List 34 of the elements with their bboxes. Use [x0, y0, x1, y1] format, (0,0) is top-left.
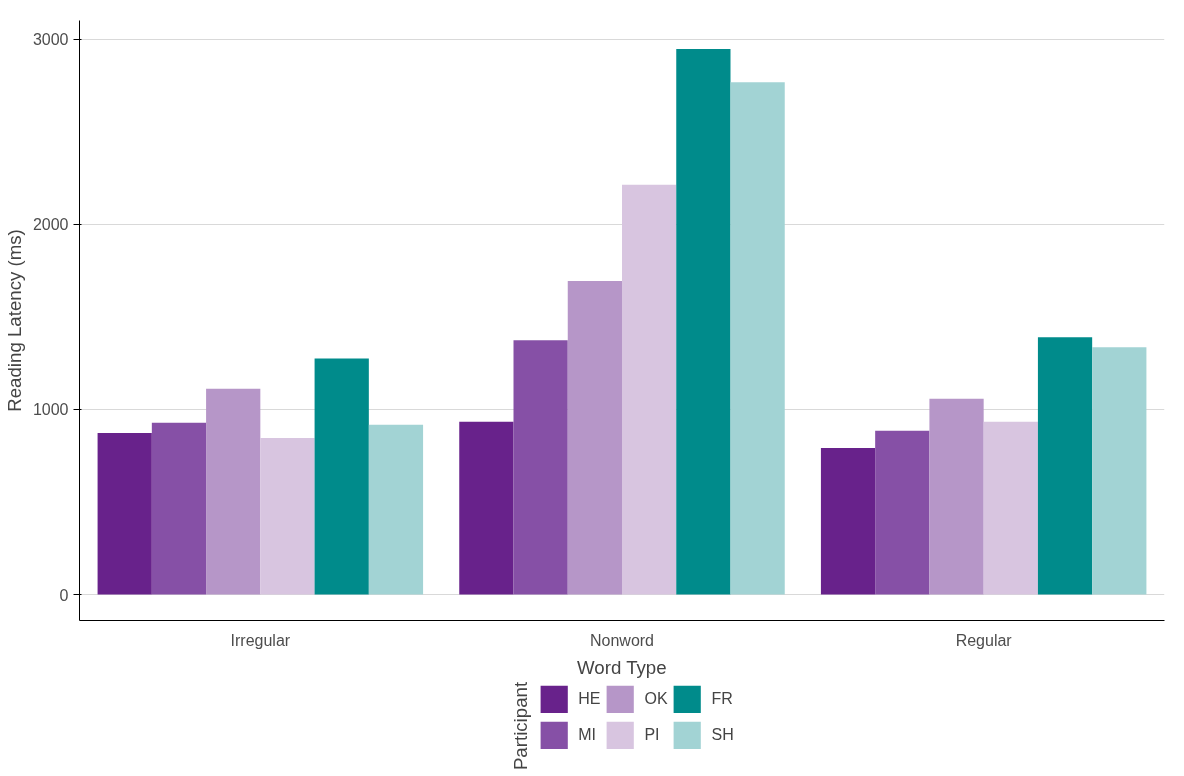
legend-label: FR: [711, 689, 733, 708]
x-tick-label: Irregular: [230, 631, 291, 649]
bar: [1037, 337, 1093, 595]
bar: [314, 358, 369, 595]
bar: [567, 281, 622, 595]
legend-label: PI: [644, 725, 661, 744]
bar: [875, 430, 930, 595]
bar: [1092, 347, 1147, 595]
bar: [983, 421, 1038, 595]
bar: [260, 437, 315, 595]
y-tick-label: 2000: [32, 216, 69, 234]
bar: [459, 421, 514, 595]
legend-label: SH: [711, 725, 734, 744]
y-tick-label: 0: [59, 586, 69, 604]
bar: [513, 340, 568, 595]
bar: [730, 82, 785, 595]
bar: [151, 422, 207, 595]
y-tick-label: 1000: [32, 401, 69, 419]
bar: [97, 432, 152, 595]
bar: [676, 49, 731, 595]
x-tick-label: Nonword: [589, 631, 655, 649]
bar: [929, 398, 984, 595]
legend-label: OK: [644, 689, 668, 708]
bar: [622, 184, 677, 595]
bar: [820, 447, 876, 595]
legend-title: Participant: [509, 681, 532, 771]
bar: [206, 388, 261, 595]
y-tick-label: 3000: [32, 31, 69, 49]
x-axis-title: Word Type: [577, 656, 667, 678]
y-axis-title: Reading Latency (ms): [3, 229, 25, 412]
bar: [368, 424, 424, 595]
x-tick-label: Regular: [955, 631, 1013, 649]
legend-label: MI: [578, 725, 597, 744]
legend-label: HE: [578, 689, 601, 708]
